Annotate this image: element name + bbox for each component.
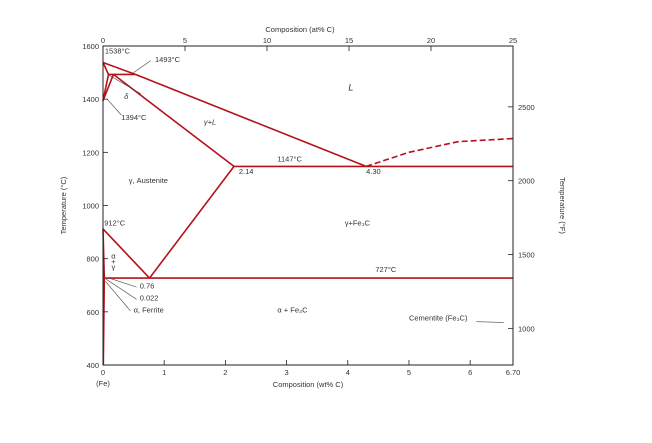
annotation-label: L xyxy=(348,83,353,93)
annotation-label: γ+Fe₃C xyxy=(345,218,371,227)
annotation-label: 1394°C xyxy=(121,113,147,122)
x-top-tick-label: 20 xyxy=(427,36,435,45)
x-bottom-tick-label: 5 xyxy=(407,368,411,377)
annotation-label: 0.76 xyxy=(140,281,155,290)
x-bottom-tick-label: 6 xyxy=(468,368,472,377)
annotation-leader-line xyxy=(133,60,151,73)
annotation-label: α + Fe₃C xyxy=(277,305,308,314)
annotation-label: Cementite (Fe₃C) xyxy=(409,313,468,322)
annotation-leader-line xyxy=(105,281,131,312)
y-right-tick-label: 1000 xyxy=(518,324,535,333)
x-top-tick-label: 25 xyxy=(509,36,517,45)
y-left-tick-label: 1200 xyxy=(82,148,99,157)
annotation-label: 1147°C xyxy=(277,155,302,164)
x-bottom-tick-label: 0 xyxy=(101,368,105,377)
phase-line-a3-line xyxy=(102,228,151,279)
annotation-label: 1538°C xyxy=(105,46,131,55)
annotation-leader-line xyxy=(476,321,504,323)
annotation-label: 1493°C xyxy=(155,55,181,64)
y-right-tick-label: 2000 xyxy=(518,177,535,186)
y-left-tick-label: 800 xyxy=(86,255,99,264)
y-left-tick-label: 1600 xyxy=(82,42,99,51)
annotation-label: 0.022 xyxy=(140,293,159,302)
annotation-label: 912°C xyxy=(104,218,126,227)
y-right-tick-label: 1500 xyxy=(518,251,535,260)
x-bottom-tick-label: 6.70 xyxy=(506,368,521,377)
x-bottom-left-note: (Fe) xyxy=(96,379,110,388)
y-left-tick-label: 1400 xyxy=(82,95,99,104)
y-right-axis-title: Temperature (°F) xyxy=(558,177,567,234)
annotation-leader-line xyxy=(105,278,137,300)
phase-line-delta-gamma-right xyxy=(102,74,115,102)
annotation-label: 4.30 xyxy=(366,167,381,176)
x-top-axis-title: Composition (at% C) xyxy=(265,25,335,34)
y-left-axis-title: Temperature (°C) xyxy=(59,176,68,234)
annotation-label: δ xyxy=(124,92,129,101)
x-bottom-tick-label: 2 xyxy=(223,368,227,377)
annotation-label: α xyxy=(111,252,116,261)
phase-line-acm-line xyxy=(148,165,235,279)
annotation-label: α, Ferrite xyxy=(134,305,164,314)
y-left-tick-label: 1000 xyxy=(82,202,99,211)
annotation-leader-line xyxy=(109,277,137,288)
x-bottom-tick-label: 4 xyxy=(346,368,350,377)
y-right-tick-label: 2500 xyxy=(518,103,535,112)
annotation-label: γ, Austenite xyxy=(129,176,168,185)
annotation-leader-line xyxy=(108,74,142,95)
annotation-label: 2.14 xyxy=(239,167,254,176)
phase-line-liquidus-delta xyxy=(102,61,136,76)
annotation-leader-line xyxy=(107,98,122,116)
x-top-tick-label: 0 xyxy=(101,36,105,45)
annotation-label: 727°C xyxy=(375,265,397,274)
annotation-label: γ+L xyxy=(204,117,216,126)
x-bottom-axis-title: Composition (wt% C) xyxy=(273,380,344,389)
annotation-label: γ xyxy=(112,262,116,271)
x-top-tick-label: 15 xyxy=(345,36,353,45)
phase-line-liquidus-austenite xyxy=(135,73,367,168)
x-top-tick-label: 5 xyxy=(183,36,187,45)
y-left-tick-label: 600 xyxy=(86,308,99,317)
x-top-tick-label: 10 xyxy=(263,36,271,45)
annotation-label: + xyxy=(111,257,116,266)
y-left-tick-label: 400 xyxy=(86,361,99,370)
x-bottom-tick-label: 3 xyxy=(284,368,288,377)
phase-line-liquidus-cementite xyxy=(365,137,514,168)
phase-line-solidus-delta xyxy=(102,62,110,75)
x-bottom-tick-label: 1 xyxy=(162,368,166,377)
